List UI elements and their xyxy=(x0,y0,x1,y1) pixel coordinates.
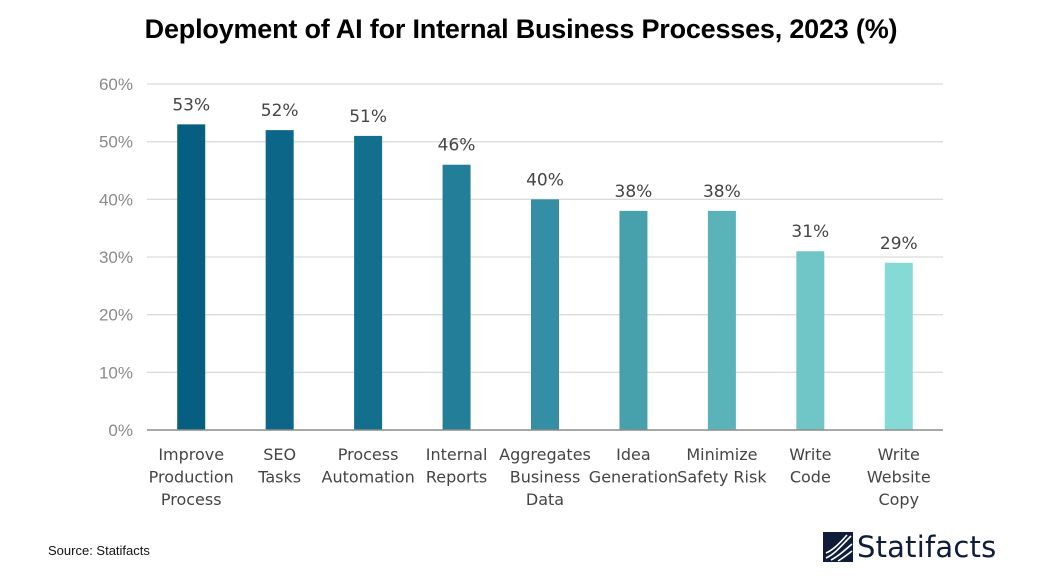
x-tick-label-line: Tasks xyxy=(257,468,301,487)
y-tick-label: 30% xyxy=(99,248,133,267)
y-tick-label: 40% xyxy=(99,190,133,209)
x-axis-labels: Improve Production Process SEO Tasks Process A… xyxy=(149,445,931,509)
x-tick-label-line: Production xyxy=(149,468,234,487)
x-tick-label-line: Data xyxy=(526,490,564,509)
x-tick-label-line: Automation xyxy=(322,468,415,487)
y-tick-label: 50% xyxy=(99,133,133,152)
bar xyxy=(531,199,559,430)
x-tick-label: Write Code xyxy=(789,445,831,487)
bar xyxy=(442,164,471,430)
x-tick-label-line: Minimize xyxy=(686,445,757,464)
y-tick-label: 0% xyxy=(108,421,133,440)
x-tick-label-line: Write xyxy=(789,445,831,464)
chart-title: Deployment of AI for Internal Business P… xyxy=(144,14,898,44)
y-tick-label: 20% xyxy=(99,306,133,325)
x-tick-label-line: Aggregates xyxy=(499,445,591,464)
bar xyxy=(265,130,294,430)
x-tick-label-line: Copy xyxy=(878,490,919,509)
x-tick-label: SEO Tasks xyxy=(257,445,301,487)
data-label: 53% xyxy=(172,95,210,115)
data-label: 46% xyxy=(438,136,476,156)
y-tick-label: 60% xyxy=(99,75,133,94)
statifacts-logo-icon xyxy=(823,532,853,562)
x-tick-label-line: Generation xyxy=(589,468,678,487)
x-tick-label-line: Reports xyxy=(426,468,487,487)
brand-logo: Statifacts xyxy=(823,530,996,564)
data-label: 38% xyxy=(615,182,653,202)
bar xyxy=(177,124,206,430)
data-labels: 53% 52% 51% 46% 40% 38% 38% 31% 29% xyxy=(172,95,917,253)
x-tick-label-line: Process xyxy=(161,490,222,509)
source-note: Source: Statifacts xyxy=(48,543,150,558)
x-tick-label-line: SEO xyxy=(263,445,296,464)
bar xyxy=(884,262,913,430)
data-label: 29% xyxy=(880,234,918,254)
x-tick-label: Minimize Safety Risk xyxy=(677,445,767,487)
x-tick-label-line: Idea xyxy=(616,445,651,464)
data-label: 52% xyxy=(261,101,299,121)
bar xyxy=(354,135,383,430)
x-tick-label-line: Business xyxy=(510,468,581,487)
x-tick-label-line: Safety Risk xyxy=(677,468,767,487)
brand-name: Statifacts xyxy=(857,530,997,564)
x-tick-label: Internal Reports xyxy=(426,445,488,487)
x-tick-label: Idea Generation xyxy=(589,445,678,487)
bar xyxy=(619,210,648,430)
x-tick-label-line: Write xyxy=(878,445,920,464)
x-tick-label: Aggregates Business Data xyxy=(499,445,591,509)
x-tick-label-line: Process xyxy=(338,445,399,464)
x-tick-label: Improve Production Process xyxy=(149,445,234,509)
data-label: 38% xyxy=(703,182,741,202)
x-tick-label: Write Website Copy xyxy=(867,445,931,509)
y-tick-label: 10% xyxy=(99,363,133,382)
x-tick-label-line: Improve xyxy=(158,445,224,464)
y-axis-ticks: 0% 10% 20% 30% 40% 50% 60% xyxy=(99,75,133,440)
data-label: 51% xyxy=(349,107,387,127)
x-tick-label-line: Code xyxy=(790,468,831,487)
bars xyxy=(177,124,913,430)
bar xyxy=(707,210,736,430)
data-label: 40% xyxy=(526,170,564,190)
x-tick-label-line: Internal xyxy=(426,445,488,464)
data-label: 31% xyxy=(791,222,829,242)
bar xyxy=(796,251,825,430)
x-tick-label: Process Automation xyxy=(322,445,415,487)
x-tick-label-line: Website xyxy=(867,468,931,487)
